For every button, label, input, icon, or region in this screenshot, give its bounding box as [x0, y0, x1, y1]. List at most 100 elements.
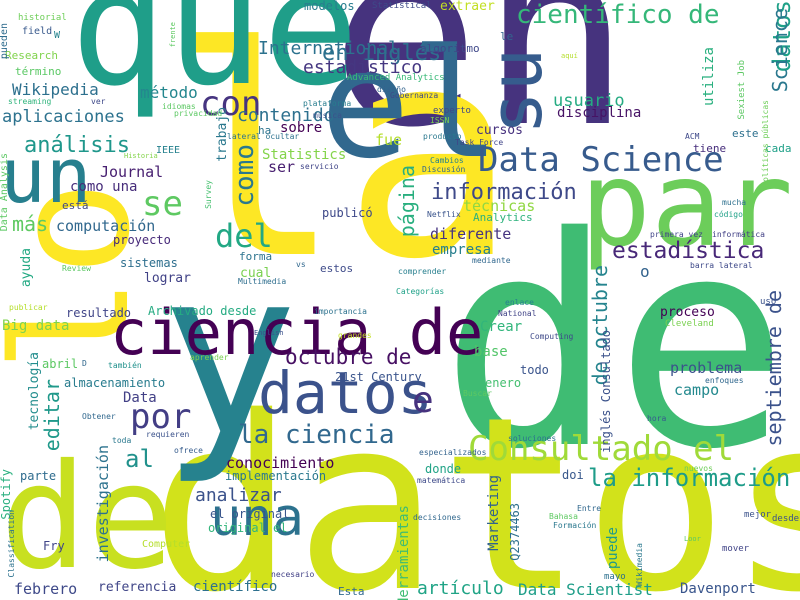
word-cloud-term: plataforma	[303, 99, 352, 108]
word-cloud-term: Archivado desde	[148, 304, 257, 318]
word-cloud-term: estadística	[612, 238, 765, 264]
word-cloud-term: o	[640, 262, 650, 281]
word-cloud-term: ha	[258, 124, 272, 137]
word-cloud-term: también	[108, 361, 142, 370]
word-cloud-term: algoritmo	[420, 42, 480, 55]
word-cloud-term: está	[62, 199, 89, 212]
word-cloud-term: una	[210, 488, 304, 548]
word-cloud-term: ACM	[685, 132, 700, 141]
word-cloud-term: Loor	[684, 535, 701, 543]
word-cloud-term: grandes	[338, 331, 372, 340]
word-cloud-term: necesario	[271, 570, 315, 579]
word-cloud-term: código	[714, 210, 743, 219]
word-cloud-term: ciencia de	[110, 296, 484, 369]
word-cloud-term: Multimedia	[238, 277, 287, 286]
word-cloud-term: IEEE	[156, 145, 181, 156]
word-cloud-term: término	[15, 65, 62, 78]
word-cloud-term: fue	[375, 131, 403, 149]
word-cloud-term: modelos	[304, 0, 355, 13]
word-cloud-term: Esta	[338, 585, 365, 598]
word-cloud-term: referencia	[98, 580, 177, 595]
word-cloud-term: Science	[768, 8, 792, 93]
word-cloud-term: Advanced Analytics	[347, 73, 445, 83]
word-cloud-term: Q2374463	[508, 503, 522, 561]
word-cloud-term: Wikimedia	[635, 543, 644, 587]
word-cloud-term: Review	[62, 264, 91, 273]
word-cloud-term: mejor	[744, 510, 772, 520]
word-cloud-term: que	[70, 0, 359, 121]
word-cloud-term: el	[320, 18, 501, 192]
word-cloud-term: producto	[423, 132, 462, 141]
word-cloud-term: historial	[18, 13, 67, 23]
word-cloud-term: ofrece	[174, 446, 203, 455]
word-cloud-term: la ciencia	[238, 420, 395, 450]
word-cloud-term: utiliza	[701, 47, 717, 107]
word-cloud-term: contenido	[237, 105, 335, 126]
word-cloud-term: inglés Consultado	[599, 330, 613, 453]
word-cloud-term: resultado	[66, 306, 132, 320]
word-cloud-term: tiene	[693, 142, 727, 155]
word-cloud-term: ISSN	[430, 116, 450, 125]
word-cloud-term: por	[130, 397, 192, 437]
word-cloud-term: Crear	[480, 319, 523, 335]
word-cloud-term: Marketing	[486, 475, 502, 551]
word-cloud-term: científico de	[516, 0, 720, 30]
word-cloud-term: aplicaciones	[2, 107, 125, 127]
word-cloud-term: Computing	[530, 332, 574, 341]
word-cloud-term: diseño	[377, 85, 406, 94]
word-cloud-term: Gobernanza	[390, 91, 439, 100]
word-cloud-term: enero	[485, 376, 522, 390]
word-cloud-term: de	[440, 176, 790, 513]
word-cloud-term: Cleveland	[665, 319, 714, 329]
word-cloud-term: ser	[268, 158, 296, 176]
word-cloud-term: e	[412, 380, 434, 421]
word-cloud-term: servicio	[300, 162, 339, 171]
word-cloud-term: soluciones	[508, 434, 557, 443]
word-cloud-term: Netflix	[427, 210, 461, 219]
word-cloud-term: campo	[674, 381, 720, 399]
word-cloud-term: International	[258, 38, 399, 59]
word-cloud-term: Wikipedia	[12, 80, 99, 99]
word-cloud-term: barra lateral	[690, 261, 753, 270]
word-cloud-term: Statistical	[372, 1, 432, 11]
word-cloud-term: para	[580, 135, 800, 273]
word-cloud-term: febrero	[14, 580, 78, 598]
word-cloud-term: Fry	[43, 539, 65, 553]
word-cloud-term: música	[313, 111, 342, 120]
word-cloud-term: frente	[169, 22, 177, 48]
word-cloud-term: English	[254, 329, 284, 337]
word-cloud-term: Computer	[142, 539, 191, 550]
word-cloud-term: análisis	[24, 133, 130, 158]
word-cloud-term: sobre	[280, 120, 323, 136]
word-cloud-term: nuevos	[684, 464, 713, 473]
word-cloud-term: técnicas	[463, 197, 536, 215]
word-cloud-term: información	[431, 180, 577, 205]
word-cloud-term: matemática	[417, 476, 466, 485]
word-cloud-term: enfoques	[705, 376, 744, 385]
word-cloud-term: ayuda	[19, 248, 34, 288]
word-cloud-term: requieren	[146, 430, 190, 439]
word-cloud-term: usuario	[553, 91, 625, 111]
word-cloud-term: Statistics	[262, 147, 347, 163]
word-cloud-term: W	[54, 30, 61, 41]
word-cloud-term: Obtener	[82, 412, 116, 421]
word-cloud-term: mover	[722, 544, 750, 554]
word-cloud-term: de	[0, 433, 175, 600]
word-cloud-term: Research	[5, 49, 58, 62]
word-cloud-term: un	[0, 131, 92, 220]
word-cloud-term: Task Force	[455, 138, 504, 147]
word-cloud-term: como	[230, 144, 260, 207]
word-cloud-term: método	[140, 83, 198, 102]
word-cloud-term: Sexiest Job	[737, 60, 747, 120]
word-cloud-term: Categorías	[396, 287, 445, 296]
word-cloud-term: Discusión	[422, 165, 466, 174]
word-cloud-term: donde	[425, 462, 462, 476]
word-cloud-term: pueden	[0, 23, 10, 60]
word-cloud-term: National	[498, 309, 537, 318]
word-cloud-term: Formación	[553, 521, 597, 530]
word-cloud-term: mayo	[604, 572, 626, 582]
word-cloud-term: empresa	[432, 242, 492, 258]
word-cloud-term: implementación	[225, 469, 327, 483]
word-cloud-term: problema	[670, 359, 743, 377]
word-cloud-term: con	[200, 84, 262, 124]
